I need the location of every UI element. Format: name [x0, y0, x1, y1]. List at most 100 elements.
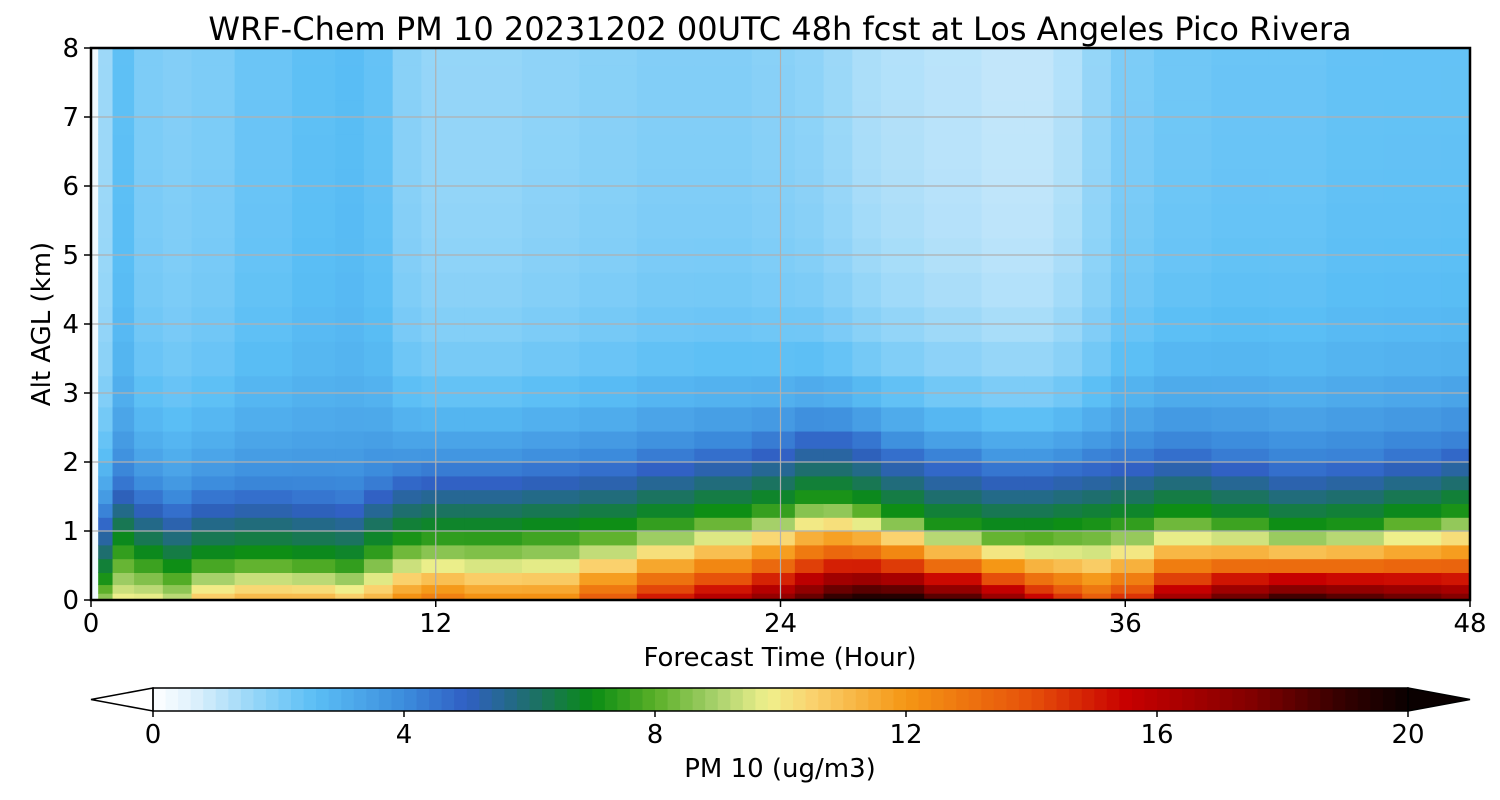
field-cell	[924, 341, 983, 377]
field-cell	[1110, 203, 1155, 239]
field-cell	[162, 430, 193, 449]
field-cell	[1082, 448, 1112, 463]
field-cell	[794, 503, 825, 518]
field-cell	[1441, 544, 1470, 560]
field-cell	[191, 203, 236, 239]
field-cell	[636, 462, 695, 477]
field-cell	[981, 406, 1026, 432]
colorbar-segment	[328, 688, 342, 711]
field-cell	[881, 593, 925, 600]
field-cell	[1153, 584, 1213, 594]
field-cell	[162, 448, 193, 463]
field-cell	[794, 558, 825, 573]
field-cell	[1441, 48, 1470, 66]
y-axis: 0 1 2 3 4 5 6 7 8	[62, 34, 91, 616]
field-cell	[694, 593, 753, 600]
field-cell	[881, 65, 925, 101]
field-cell	[881, 203, 925, 239]
field-cell	[823, 134, 853, 170]
field-cell	[751, 462, 796, 477]
field-cell	[421, 65, 466, 101]
field-cell	[751, 203, 796, 239]
field-cell	[335, 272, 365, 308]
field-cell	[852, 134, 882, 170]
field-cell	[694, 475, 753, 491]
field-cell	[852, 531, 882, 546]
field-cell	[1153, 65, 1213, 101]
field-cell	[335, 65, 365, 101]
field-cell	[1268, 48, 1327, 66]
field-cell	[1268, 475, 1327, 491]
field-cell	[191, 544, 236, 560]
field-cell	[881, 544, 925, 560]
colorbar-segment	[868, 688, 882, 711]
field-cell	[292, 503, 336, 518]
colorbar-segment	[993, 688, 1007, 711]
field-cell	[694, 430, 753, 449]
field-cell	[421, 406, 466, 432]
field-cell	[1383, 593, 1442, 600]
field-cell	[1153, 448, 1213, 463]
field-cell	[1110, 572, 1155, 586]
field-cell	[1268, 584, 1327, 594]
field-cell	[823, 375, 853, 408]
field-cell	[694, 572, 753, 586]
field-cell	[1441, 375, 1470, 408]
field-cell	[1268, 272, 1327, 308]
field-cell	[1441, 558, 1470, 573]
field-cell	[1053, 430, 1083, 449]
field-cell	[98, 48, 114, 66]
field-cell	[1110, 475, 1155, 491]
field-cell	[823, 558, 853, 573]
field-cell	[363, 65, 394, 101]
field-cell	[162, 134, 193, 170]
field-cell	[363, 584, 394, 594]
field-cell	[1082, 430, 1112, 449]
field-cell	[1024, 584, 1055, 594]
x-axis-label: Forecast Time (Hour)	[643, 643, 916, 673]
colorbar-segment	[1282, 688, 1296, 711]
field-cell	[392, 558, 422, 573]
field-cell	[162, 584, 193, 594]
field-cell	[1082, 572, 1112, 586]
field-cell	[1268, 593, 1327, 600]
field-cell	[98, 584, 114, 594]
field-cell	[579, 341, 638, 377]
field-cell	[1024, 544, 1055, 560]
field-cell	[852, 341, 882, 377]
field-cell	[1268, 448, 1327, 463]
field-cell	[1268, 134, 1327, 170]
field-cell	[392, 517, 422, 532]
field-cell	[91, 489, 99, 504]
field-cell	[1024, 517, 1055, 532]
colorbar-min-arrow	[90, 687, 154, 712]
field-cell	[134, 406, 164, 432]
field-cell	[191, 475, 236, 491]
field-cell	[1082, 134, 1112, 170]
colorbar-tick-label: 4	[396, 720, 413, 750]
field-cell	[191, 572, 236, 586]
field-cell	[1153, 375, 1213, 408]
field-cell	[751, 341, 796, 377]
field-cell	[1326, 544, 1385, 560]
field-cell	[91, 593, 99, 600]
field-cell	[1024, 272, 1055, 308]
field-cell	[1024, 375, 1055, 408]
y-tick-label: 7	[62, 103, 79, 133]
field-cell	[1383, 406, 1442, 432]
colorbar-segment	[1395, 688, 1409, 711]
field-cell	[392, 462, 422, 477]
colorbar-segment	[479, 688, 493, 711]
field-cell	[1053, 203, 1083, 239]
field-cell	[464, 375, 523, 408]
field-cell	[1326, 272, 1385, 308]
field-cell	[292, 544, 336, 560]
field-cell	[91, 203, 99, 239]
field-cell	[1383, 272, 1442, 308]
field-cell	[1441, 531, 1470, 546]
colorbar-segment	[1269, 688, 1283, 711]
y-axis-label: Alt AGL (km)	[27, 242, 57, 406]
field-cell	[1153, 517, 1213, 532]
field-cell	[751, 65, 796, 101]
field-cell	[234, 406, 293, 432]
